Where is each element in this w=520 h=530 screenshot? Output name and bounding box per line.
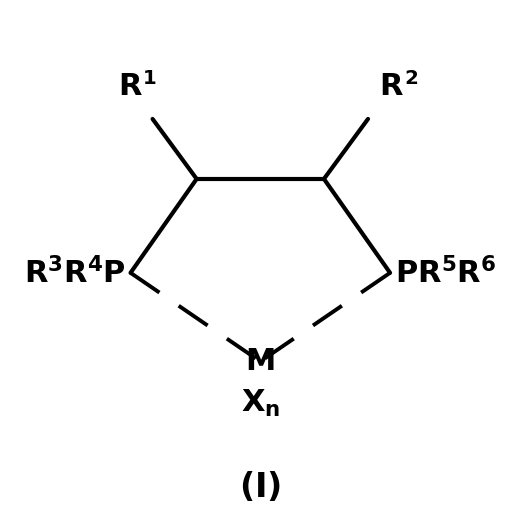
Text: R: R (118, 72, 142, 101)
Text: M: M (245, 347, 276, 376)
Text: $\mathbf{R^3R^4P}$: $\mathbf{R^3R^4P}$ (24, 257, 126, 289)
Text: $\mathbf{(I)}$: $\mathbf{(I)}$ (239, 470, 281, 503)
Text: 2: 2 (404, 68, 418, 87)
Text: 1: 1 (143, 68, 157, 87)
Text: $\mathbf{X_n}$: $\mathbf{X_n}$ (241, 387, 280, 419)
Text: R: R (379, 72, 402, 101)
Text: $\mathbf{PR^5R^6}$: $\mathbf{PR^5R^6}$ (395, 257, 496, 289)
